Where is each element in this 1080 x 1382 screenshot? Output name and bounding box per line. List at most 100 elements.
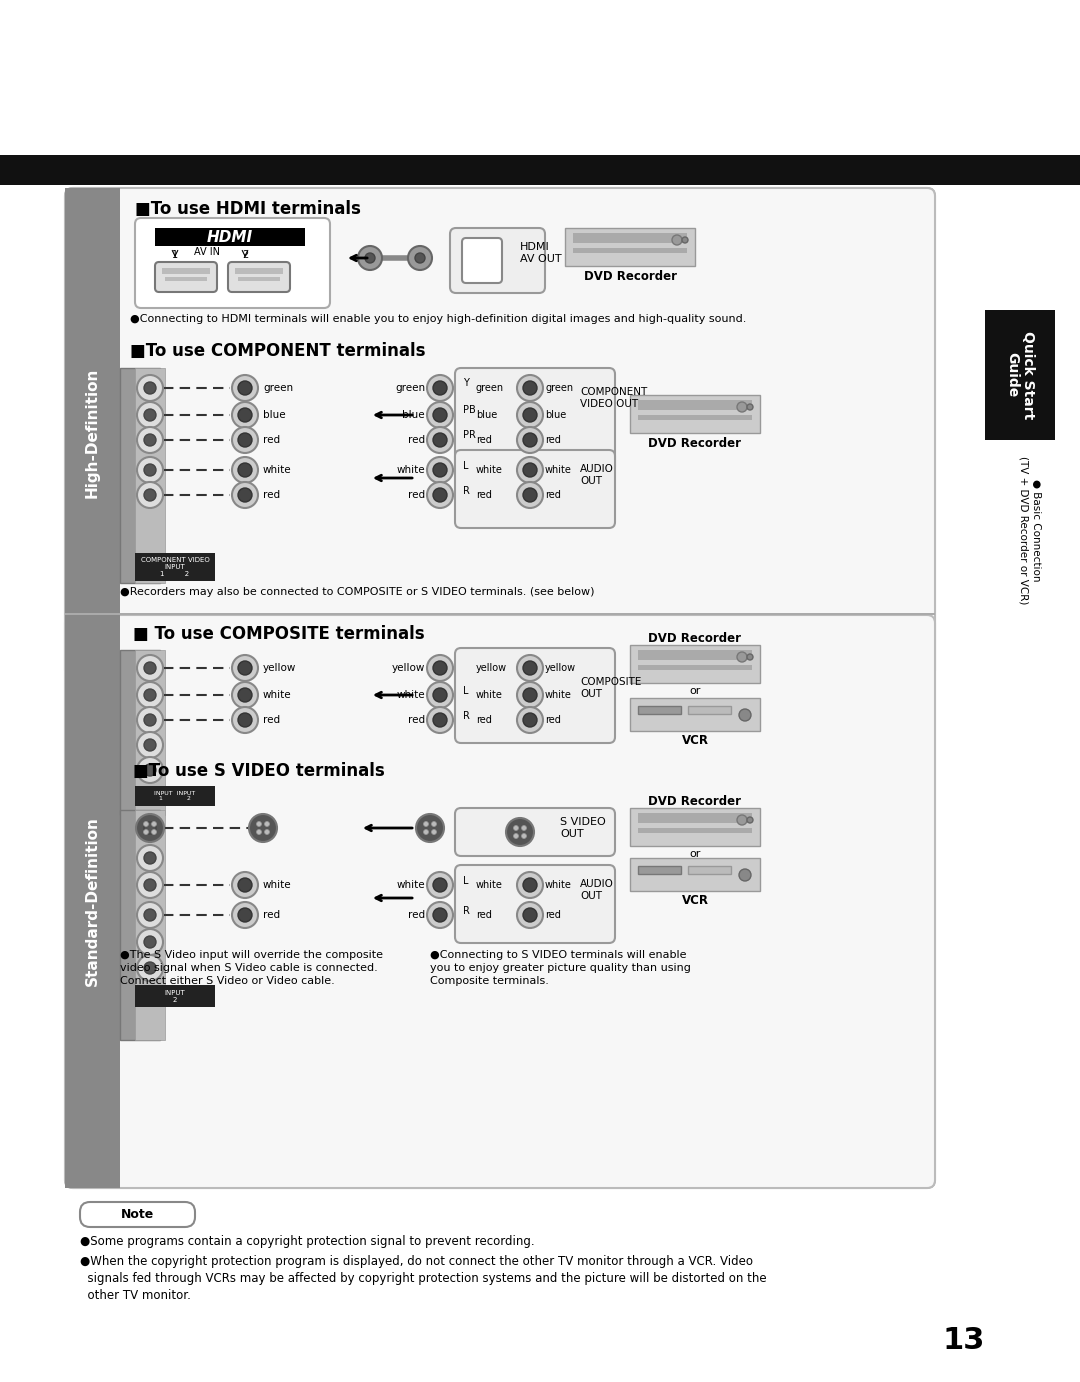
Circle shape	[144, 381, 156, 394]
Circle shape	[433, 713, 447, 727]
Circle shape	[415, 253, 426, 263]
Circle shape	[433, 433, 447, 446]
Bar	[630, 395, 760, 433]
Text: L: L	[463, 876, 469, 886]
Circle shape	[737, 652, 747, 662]
Circle shape	[144, 489, 156, 502]
Bar	[638, 665, 752, 670]
Circle shape	[257, 821, 261, 826]
Text: Y: Y	[463, 379, 469, 388]
Text: yellow: yellow	[392, 663, 426, 673]
Circle shape	[137, 757, 163, 784]
Bar	[120, 650, 160, 815]
Text: HDMI: HDMI	[207, 229, 253, 245]
Circle shape	[144, 822, 156, 833]
Circle shape	[238, 408, 252, 422]
Text: DVD Recorder: DVD Recorder	[648, 437, 742, 451]
Text: red: red	[545, 909, 561, 920]
Bar	[162, 268, 210, 274]
Circle shape	[232, 457, 258, 482]
Text: red: red	[545, 491, 561, 500]
Bar	[120, 368, 160, 583]
Bar	[238, 276, 280, 281]
FancyBboxPatch shape	[455, 451, 615, 528]
Circle shape	[517, 482, 543, 509]
Circle shape	[523, 408, 537, 422]
Bar	[638, 813, 752, 824]
Text: VCR: VCR	[681, 734, 708, 748]
Circle shape	[137, 375, 163, 401]
Circle shape	[144, 764, 156, 777]
FancyBboxPatch shape	[65, 188, 935, 1189]
Circle shape	[232, 872, 258, 898]
Circle shape	[427, 681, 453, 708]
Text: white: white	[476, 880, 503, 890]
Text: red: red	[476, 435, 491, 445]
Circle shape	[137, 457, 163, 482]
Circle shape	[257, 829, 261, 835]
Text: R: R	[463, 486, 470, 496]
Text: white: white	[264, 690, 292, 701]
Circle shape	[737, 815, 747, 825]
Text: R: R	[463, 710, 470, 721]
FancyBboxPatch shape	[228, 263, 291, 292]
Text: PB: PB	[463, 405, 476, 415]
Circle shape	[144, 909, 156, 920]
Circle shape	[136, 814, 164, 842]
Text: green: green	[476, 383, 504, 392]
Circle shape	[144, 662, 156, 674]
Text: green: green	[395, 383, 426, 392]
Bar	[165, 276, 207, 281]
Bar	[630, 858, 760, 891]
Text: red: red	[264, 909, 280, 920]
Circle shape	[523, 381, 537, 395]
Circle shape	[408, 246, 432, 269]
FancyBboxPatch shape	[455, 865, 615, 943]
Text: blue: blue	[545, 410, 566, 420]
Circle shape	[433, 661, 447, 674]
Bar	[573, 234, 687, 243]
Circle shape	[232, 427, 258, 453]
FancyBboxPatch shape	[455, 368, 615, 473]
Text: green: green	[545, 383, 573, 392]
Circle shape	[232, 681, 258, 708]
Circle shape	[427, 708, 453, 732]
Bar	[985, 310, 1055, 439]
Circle shape	[433, 908, 447, 922]
Text: 13: 13	[943, 1325, 985, 1354]
Circle shape	[523, 688, 537, 702]
Bar	[638, 650, 752, 661]
Bar	[630, 808, 760, 846]
Text: COMPONENT VIDEO
INPUT
1         2: COMPONENT VIDEO INPUT 1 2	[140, 557, 210, 578]
Text: white: white	[396, 880, 426, 890]
Circle shape	[522, 825, 527, 831]
Circle shape	[427, 655, 453, 681]
Bar	[135, 368, 165, 583]
Text: red: red	[545, 714, 561, 726]
Circle shape	[523, 488, 537, 502]
Circle shape	[517, 872, 543, 898]
Circle shape	[522, 833, 527, 839]
Circle shape	[238, 488, 252, 502]
Circle shape	[427, 402, 453, 428]
Text: red: red	[264, 714, 280, 726]
Text: AUDIO
OUT: AUDIO OUT	[580, 879, 613, 901]
Text: white: white	[264, 464, 292, 475]
Circle shape	[144, 936, 156, 948]
Bar	[156, 228, 305, 246]
Bar	[638, 828, 752, 833]
Text: ●Some programs contain a copyright protection signal to prevent recording.: ●Some programs contain a copyright prote…	[80, 1236, 535, 1248]
Bar	[135, 985, 215, 1007]
Bar	[638, 399, 752, 410]
Circle shape	[249, 814, 276, 842]
Circle shape	[238, 688, 252, 702]
Circle shape	[513, 825, 518, 831]
Bar	[65, 188, 120, 679]
Text: AV IN: AV IN	[194, 247, 220, 257]
Circle shape	[232, 482, 258, 509]
Circle shape	[517, 902, 543, 927]
Text: ■ To use COMPOSITE terminals: ■ To use COMPOSITE terminals	[133, 625, 424, 643]
Text: High-Definition: High-Definition	[84, 368, 99, 498]
Text: red: red	[476, 714, 491, 726]
Bar	[65, 614, 935, 615]
